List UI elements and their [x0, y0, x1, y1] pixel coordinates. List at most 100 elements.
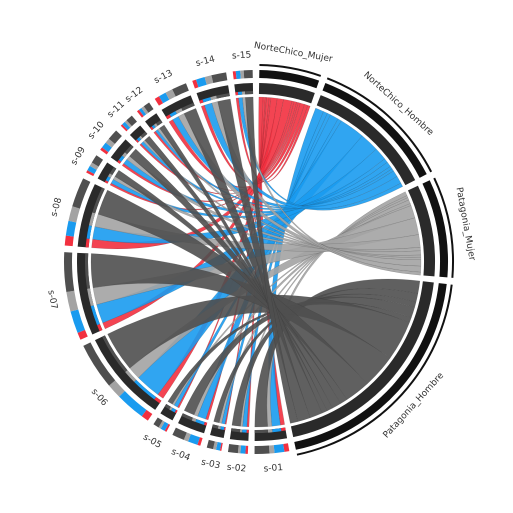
composition-bar-inner	[235, 91, 239, 96]
composition-bar-inner	[169, 406, 173, 411]
composition-bar	[219, 442, 223, 451]
ribbon	[235, 97, 311, 183]
composition-bar	[165, 89, 176, 100]
composition-bar	[159, 92, 170, 104]
composition-bar-inner	[217, 425, 221, 430]
composition-bar-inner	[245, 91, 254, 95]
composition-bar	[211, 72, 228, 84]
composition-bar-inner	[90, 305, 100, 326]
composition-bar	[268, 445, 275, 454]
composition-bar-inner	[220, 426, 225, 430]
composition-bar	[63, 252, 75, 292]
composition-bar-inner	[267, 429, 273, 433]
composition-bar-inner	[212, 424, 219, 429]
composition-bar	[136, 109, 144, 118]
group-label: Patagonia_Mujer	[454, 187, 477, 262]
segment-track	[97, 162, 117, 184]
composition-bar-inner	[88, 212, 96, 226]
composition-bar	[83, 342, 116, 386]
composition-bar	[183, 432, 191, 442]
composition-bar-inner	[246, 429, 249, 433]
composition-bar-inner	[107, 173, 113, 178]
composition-bar	[86, 170, 95, 177]
composition-bar-inner	[237, 91, 243, 95]
group-ring-outer	[259, 64, 322, 77]
target-label: s-09	[69, 145, 88, 167]
target-label: s-11	[106, 100, 127, 120]
segment-track	[290, 281, 434, 438]
target-label: s-02	[226, 463, 246, 475]
composition-bar	[153, 417, 163, 428]
target-label: s-07	[45, 289, 58, 310]
composition-bar-inner	[102, 335, 128, 373]
group-ring	[322, 82, 427, 178]
composition-bar	[172, 427, 187, 440]
composition-bar	[240, 445, 246, 454]
composition-bar	[89, 162, 99, 170]
composition-bar-inner	[164, 404, 171, 410]
composition-bar	[197, 437, 203, 446]
group-ring-outer	[433, 177, 454, 278]
composition-bar-inner	[199, 99, 204, 104]
composition-bar-inner	[117, 159, 122, 164]
composition-bar-inner	[139, 135, 143, 140]
ribbons	[90, 96, 422, 428]
composition-bar	[213, 441, 218, 450]
target-label: s-05	[141, 432, 163, 450]
composition-bar	[143, 102, 154, 113]
composition-bar-inner	[92, 187, 105, 214]
target-label: s-04	[170, 447, 192, 463]
segment-track	[129, 125, 148, 143]
segment-track	[407, 185, 436, 277]
composition-bar	[160, 421, 169, 431]
composition-bar-inner	[195, 419, 205, 425]
target-label: s-03	[200, 457, 221, 471]
composition-bar	[119, 391, 147, 417]
composition-bar	[187, 434, 200, 445]
composition-bar	[254, 445, 270, 454]
segment-track	[316, 95, 416, 186]
composition-bar-inner	[105, 176, 111, 182]
composition-bar	[237, 445, 242, 454]
target-label: s-13	[153, 69, 175, 87]
composition-bar	[243, 70, 253, 79]
group-label: NorteChico_Mujer	[253, 41, 333, 65]
composition-bar	[227, 444, 239, 454]
composition-bar	[215, 441, 222, 451]
target-label: s-14	[195, 54, 217, 69]
composition-bar-inner	[84, 253, 91, 289]
composition-bar	[158, 420, 165, 429]
segment-track	[178, 413, 208, 434]
composition-bar	[68, 206, 80, 223]
ribbon	[242, 97, 421, 276]
composition-bar	[72, 178, 91, 209]
composition-bar-inner	[191, 417, 197, 422]
composition-bar-inner	[203, 421, 208, 426]
composition-bar-inner	[140, 131, 148, 138]
group-ring	[294, 283, 447, 450]
composition-bar-inner	[136, 137, 142, 142]
composition-bar-inner	[202, 97, 212, 103]
composition-bar	[138, 107, 147, 117]
composition-bar-inner	[85, 238, 90, 248]
composition-bar	[172, 83, 189, 97]
composition-bar	[124, 120, 132, 128]
composition-bar-inner	[125, 370, 137, 382]
composition-bar-inner	[86, 225, 92, 239]
ribbon	[245, 96, 299, 424]
composition-bar-inner	[174, 409, 178, 414]
ribbon	[201, 104, 308, 185]
composition-bar-inner	[171, 407, 177, 413]
composition-bar-inner	[242, 429, 247, 433]
composition-bar-inner	[156, 119, 163, 126]
composition-bar	[196, 77, 207, 88]
composition-bar-inner	[272, 428, 282, 433]
composition-bar-inner	[134, 379, 157, 400]
target-label: s-15	[232, 50, 252, 61]
composition-bar-inner	[124, 144, 134, 155]
composition-bar-inner	[210, 95, 217, 101]
composition-bar-inner	[169, 111, 177, 118]
target-label: s-06	[89, 387, 109, 408]
segment-track	[145, 113, 163, 131]
